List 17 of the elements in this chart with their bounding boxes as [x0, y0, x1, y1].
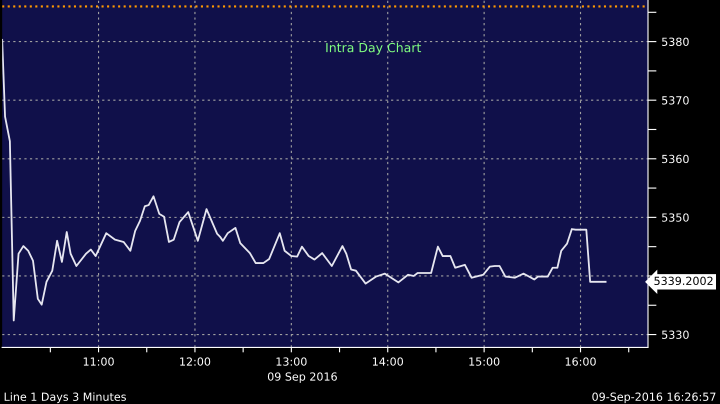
y-tick-label: 5380 — [662, 38, 689, 46]
x-tick-label: 15:00 — [469, 357, 500, 366]
text: 09-Sep-2016 16:26:57 — [592, 392, 716, 404]
y-tick-label: 5330 — [662, 330, 689, 339]
x-tick-label: 16:00 — [566, 357, 596, 366]
text: Intra Day Chart — [326, 42, 422, 55]
x-axis-title: 09 Sep 2016 — [268, 372, 337, 383]
y-tick-label: 5360 — [662, 154, 689, 164]
y-tick-label: 5370 — [662, 96, 689, 105]
line-series — [2, 38, 606, 322]
x-tick-label: 12:00 — [180, 357, 210, 366]
x-tick-label: 11:00 — [84, 357, 114, 366]
x-tick-label: 13:00 — [276, 357, 307, 366]
text: 5339.2002 — [654, 276, 713, 286]
text: Line 1 Days 3 Minutes — [4, 392, 126, 404]
x-tick-label: 14:00 — [372, 357, 404, 366]
y-tick-label: 5350 — [662, 213, 689, 222]
